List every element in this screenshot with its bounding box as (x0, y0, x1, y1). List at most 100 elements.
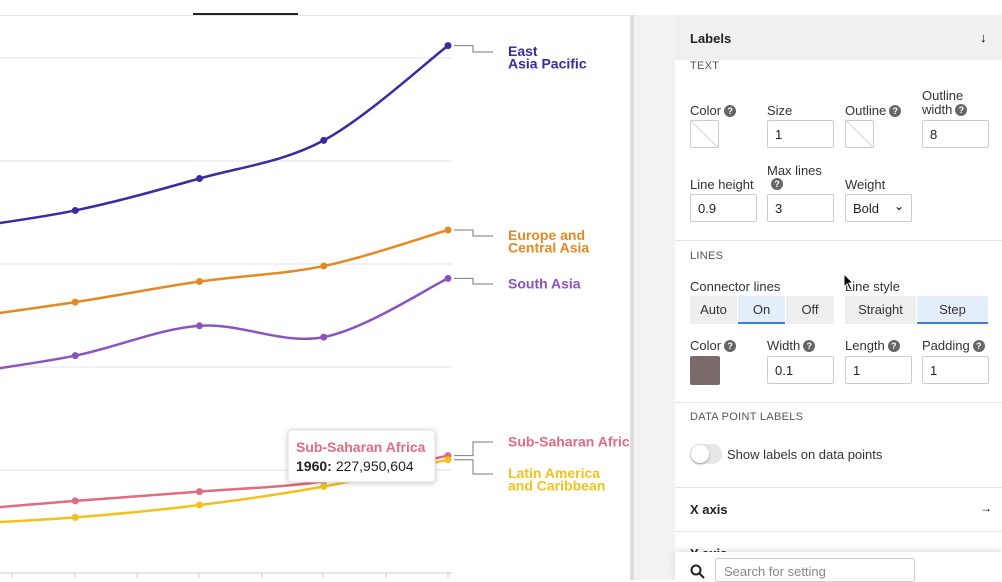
section-link[interactable]: Y axis (690, 546, 728, 554)
line (0, 277, 449, 370)
tab-underline (193, 13, 298, 15)
data-point (196, 488, 203, 496)
max-lines-input[interactable]: 3 (767, 194, 834, 222)
label: Max lines (767, 163, 822, 178)
color-swatch[interactable] (690, 120, 719, 148)
label-text: Width (767, 338, 801, 353)
label: Outline width? (922, 89, 992, 117)
outline-swatch[interactable] (845, 120, 874, 148)
series-label: East Asia Pacific (508, 43, 587, 72)
series-label: Sub-Saharan Africa (508, 433, 630, 449)
tooltip-key: 1960: (296, 458, 332, 474)
data-point (444, 42, 452, 50)
data-point (71, 513, 79, 521)
data-point (320, 482, 328, 490)
padding-input[interactable]: 1 (922, 356, 989, 384)
label: Padding? (922, 338, 985, 353)
cursor (843, 273, 855, 291)
data-point (71, 497, 79, 505)
label-line: and Caribbean (508, 478, 605, 494)
data-point (320, 333, 328, 341)
label-line: Central Asia (508, 240, 589, 256)
data-point (71, 298, 79, 306)
section-title: LINES (690, 250, 724, 262)
label: Connector lines (690, 279, 781, 294)
label: Weight (845, 177, 886, 192)
label: Outline? (845, 103, 902, 118)
option-button[interactable]: Straight (845, 296, 916, 324)
option-button[interactable]: Step (917, 296, 988, 324)
series-label: South Asia (508, 275, 581, 291)
option-button[interactable]: Off (786, 296, 834, 324)
label: Width? (767, 338, 816, 353)
label: Color? (690, 103, 737, 118)
search-input[interactable]: Search for setting (715, 558, 915, 582)
data-point (320, 136, 328, 144)
tooltip-value: 1960: 227,950,604 (296, 458, 414, 474)
collapse-icon[interactable]: ↓ (980, 30, 987, 45)
section-link[interactable]: X axis (690, 502, 728, 517)
label: Line style (845, 279, 900, 294)
separator (675, 402, 1002, 403)
label-text: Outline (845, 103, 887, 118)
data-point (444, 226, 452, 234)
connector-line (454, 277, 493, 285)
option-button[interactable]: Auto (690, 296, 737, 324)
gutter (634, 15, 675, 580)
tab-bar (0, 0, 630, 16)
tooltip-number: 227,950,604 (336, 458, 414, 474)
size-input[interactable]: 1 (767, 120, 834, 148)
label-line: Europe and (508, 227, 585, 243)
label: Size (767, 103, 793, 118)
divider (630, 15, 634, 580)
data-point (196, 278, 203, 286)
connector-line (454, 459, 493, 475)
data-point (71, 352, 79, 360)
color-swatch[interactable] (690, 356, 720, 385)
series-label: Europe and Central Asia (508, 227, 589, 256)
connector-line (454, 441, 493, 457)
separator (675, 531, 1002, 532)
tooltip-box (287, 429, 436, 483)
search-icon (690, 564, 705, 579)
label: Show labels on data points (727, 447, 883, 462)
connector-line (454, 229, 493, 237)
connector-line (454, 45, 493, 53)
option-button[interactable]: On (738, 296, 785, 324)
label-line: Latin America (508, 465, 600, 481)
arrow-icon: → (980, 501, 992, 515)
help-icon[interactable]: ? (771, 178, 783, 190)
label-line: Asia Pacific (508, 56, 587, 72)
length-input[interactable]: 1 (845, 356, 912, 384)
separator (675, 240, 1002, 241)
outline-width-input[interactable]: 8 (922, 120, 989, 148)
label-text: Color (690, 338, 722, 353)
label: Color? (690, 338, 737, 353)
separator (675, 487, 1002, 488)
label-text: Outline width (922, 88, 964, 117)
label: Line height (690, 177, 754, 192)
label-line: East (508, 43, 538, 59)
label-text: Color (690, 103, 722, 118)
data-point (320, 262, 328, 270)
line (0, 228, 449, 315)
chevron: ⌄ (894, 199, 905, 213)
line (0, 44, 449, 225)
toggle-knob (691, 445, 709, 463)
line-height-input[interactable]: 0.9 (690, 194, 757, 222)
panel-header[interactable] (675, 15, 1002, 60)
data-point (444, 274, 452, 282)
weight-select[interactable]: Bold (845, 194, 912, 222)
data-point (444, 456, 452, 464)
data-point (196, 501, 203, 509)
width-input[interactable]: 0.1 (767, 356, 834, 384)
label-text: Padding (922, 338, 970, 353)
label-text: Length (845, 338, 885, 353)
tooltip-title: Sub-Saharan Africa (296, 439, 426, 455)
chart: East Asia Pacific Europe and Central Asia So… (0, 42, 630, 578)
label: Length? (845, 338, 900, 353)
data-point (71, 206, 79, 214)
data-point (196, 175, 203, 183)
data-point (196, 322, 203, 330)
